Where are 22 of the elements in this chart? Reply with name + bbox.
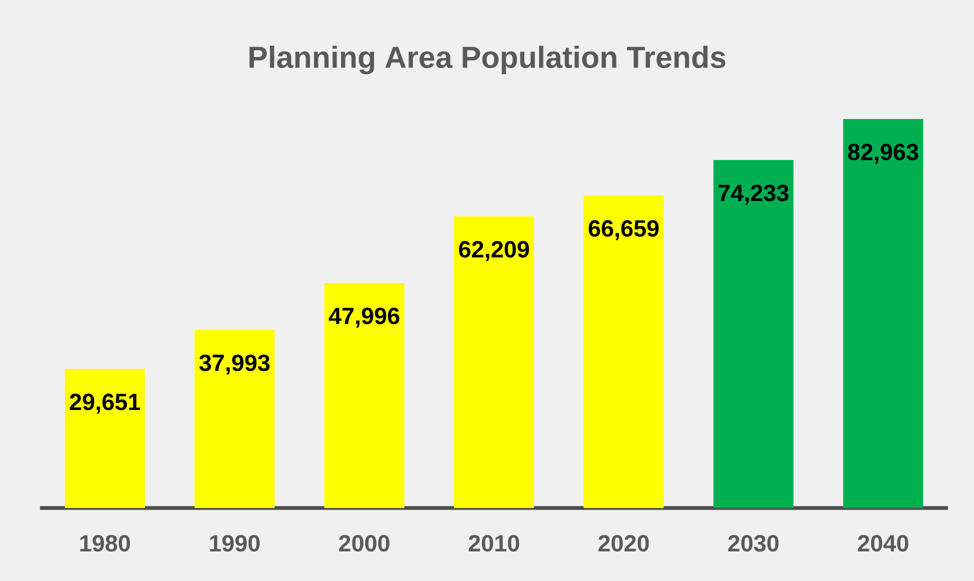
x-tick-label: 2000 xyxy=(339,535,390,552)
data-label: 37,993 xyxy=(199,354,270,375)
x-tick-label: 2040 xyxy=(858,535,908,552)
bar xyxy=(713,160,794,508)
data-label: 82,963 xyxy=(848,144,918,164)
data-label: 74,233 xyxy=(718,184,788,205)
data-label: 66,659 xyxy=(588,220,659,240)
x-tick-label: 2010 xyxy=(468,535,520,552)
bar xyxy=(64,368,145,508)
x-tick-label: 2030 xyxy=(728,535,779,552)
data-label: 47,996 xyxy=(328,308,400,328)
x-tick-label: 2020 xyxy=(598,535,649,552)
data-label: 62,209 xyxy=(459,241,529,262)
x-tick-label: 1980 xyxy=(80,535,130,552)
bar xyxy=(584,195,664,508)
data-label: 29,651 xyxy=(70,394,140,414)
chart-title: Planning Area Population Trends xyxy=(250,46,726,74)
bar xyxy=(194,330,275,508)
bar xyxy=(843,119,924,508)
x-tick-label: 1990 xyxy=(210,535,260,552)
bar xyxy=(454,216,534,508)
bar xyxy=(324,282,404,508)
